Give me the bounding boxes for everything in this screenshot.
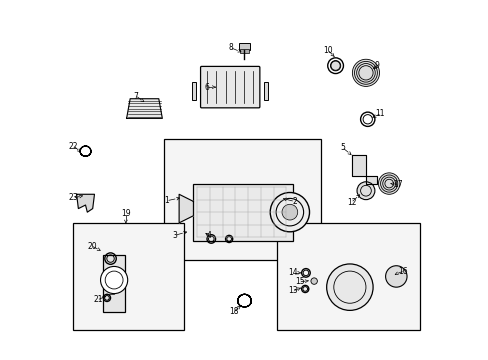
Text: 2: 2 (291, 197, 296, 206)
Text: 4: 4 (206, 231, 211, 240)
Text: 20: 20 (87, 242, 97, 251)
Text: 19: 19 (121, 210, 130, 219)
Text: 8: 8 (228, 43, 233, 52)
Circle shape (310, 278, 317, 284)
Circle shape (352, 59, 379, 86)
Text: 13: 13 (288, 286, 298, 295)
Bar (192, 82, 196, 100)
Text: 21: 21 (93, 295, 102, 304)
Text: 16: 16 (398, 267, 407, 276)
Polygon shape (351, 155, 376, 184)
Text: 6: 6 (204, 83, 209, 92)
Bar (240, 49, 248, 53)
Circle shape (385, 266, 406, 287)
Circle shape (282, 204, 297, 220)
Text: 9: 9 (374, 61, 379, 70)
Text: 22: 22 (69, 141, 79, 150)
Bar (239, 43, 249, 50)
Text: 5: 5 (340, 143, 345, 152)
FancyBboxPatch shape (200, 66, 259, 108)
Bar (103, 255, 124, 312)
FancyBboxPatch shape (193, 184, 293, 241)
Polygon shape (126, 99, 162, 118)
Text: 14: 14 (288, 268, 298, 277)
Text: 23: 23 (69, 193, 79, 202)
Text: 11: 11 (375, 109, 384, 118)
Text: 7: 7 (134, 91, 139, 100)
Circle shape (330, 61, 340, 70)
Text: 15: 15 (294, 277, 304, 286)
Bar (264, 82, 268, 100)
FancyBboxPatch shape (164, 139, 321, 260)
Circle shape (378, 173, 399, 194)
FancyBboxPatch shape (73, 223, 183, 330)
Text: 17: 17 (392, 180, 402, 189)
Circle shape (326, 264, 372, 310)
Polygon shape (179, 194, 193, 223)
Polygon shape (77, 194, 94, 212)
Text: 1: 1 (164, 196, 169, 205)
Text: 12: 12 (346, 198, 356, 207)
Circle shape (356, 182, 374, 200)
Text: 18: 18 (228, 307, 238, 316)
Circle shape (270, 193, 309, 232)
FancyBboxPatch shape (276, 223, 419, 330)
Text: 3: 3 (172, 231, 177, 240)
Text: 10: 10 (323, 46, 333, 55)
Circle shape (101, 266, 127, 294)
